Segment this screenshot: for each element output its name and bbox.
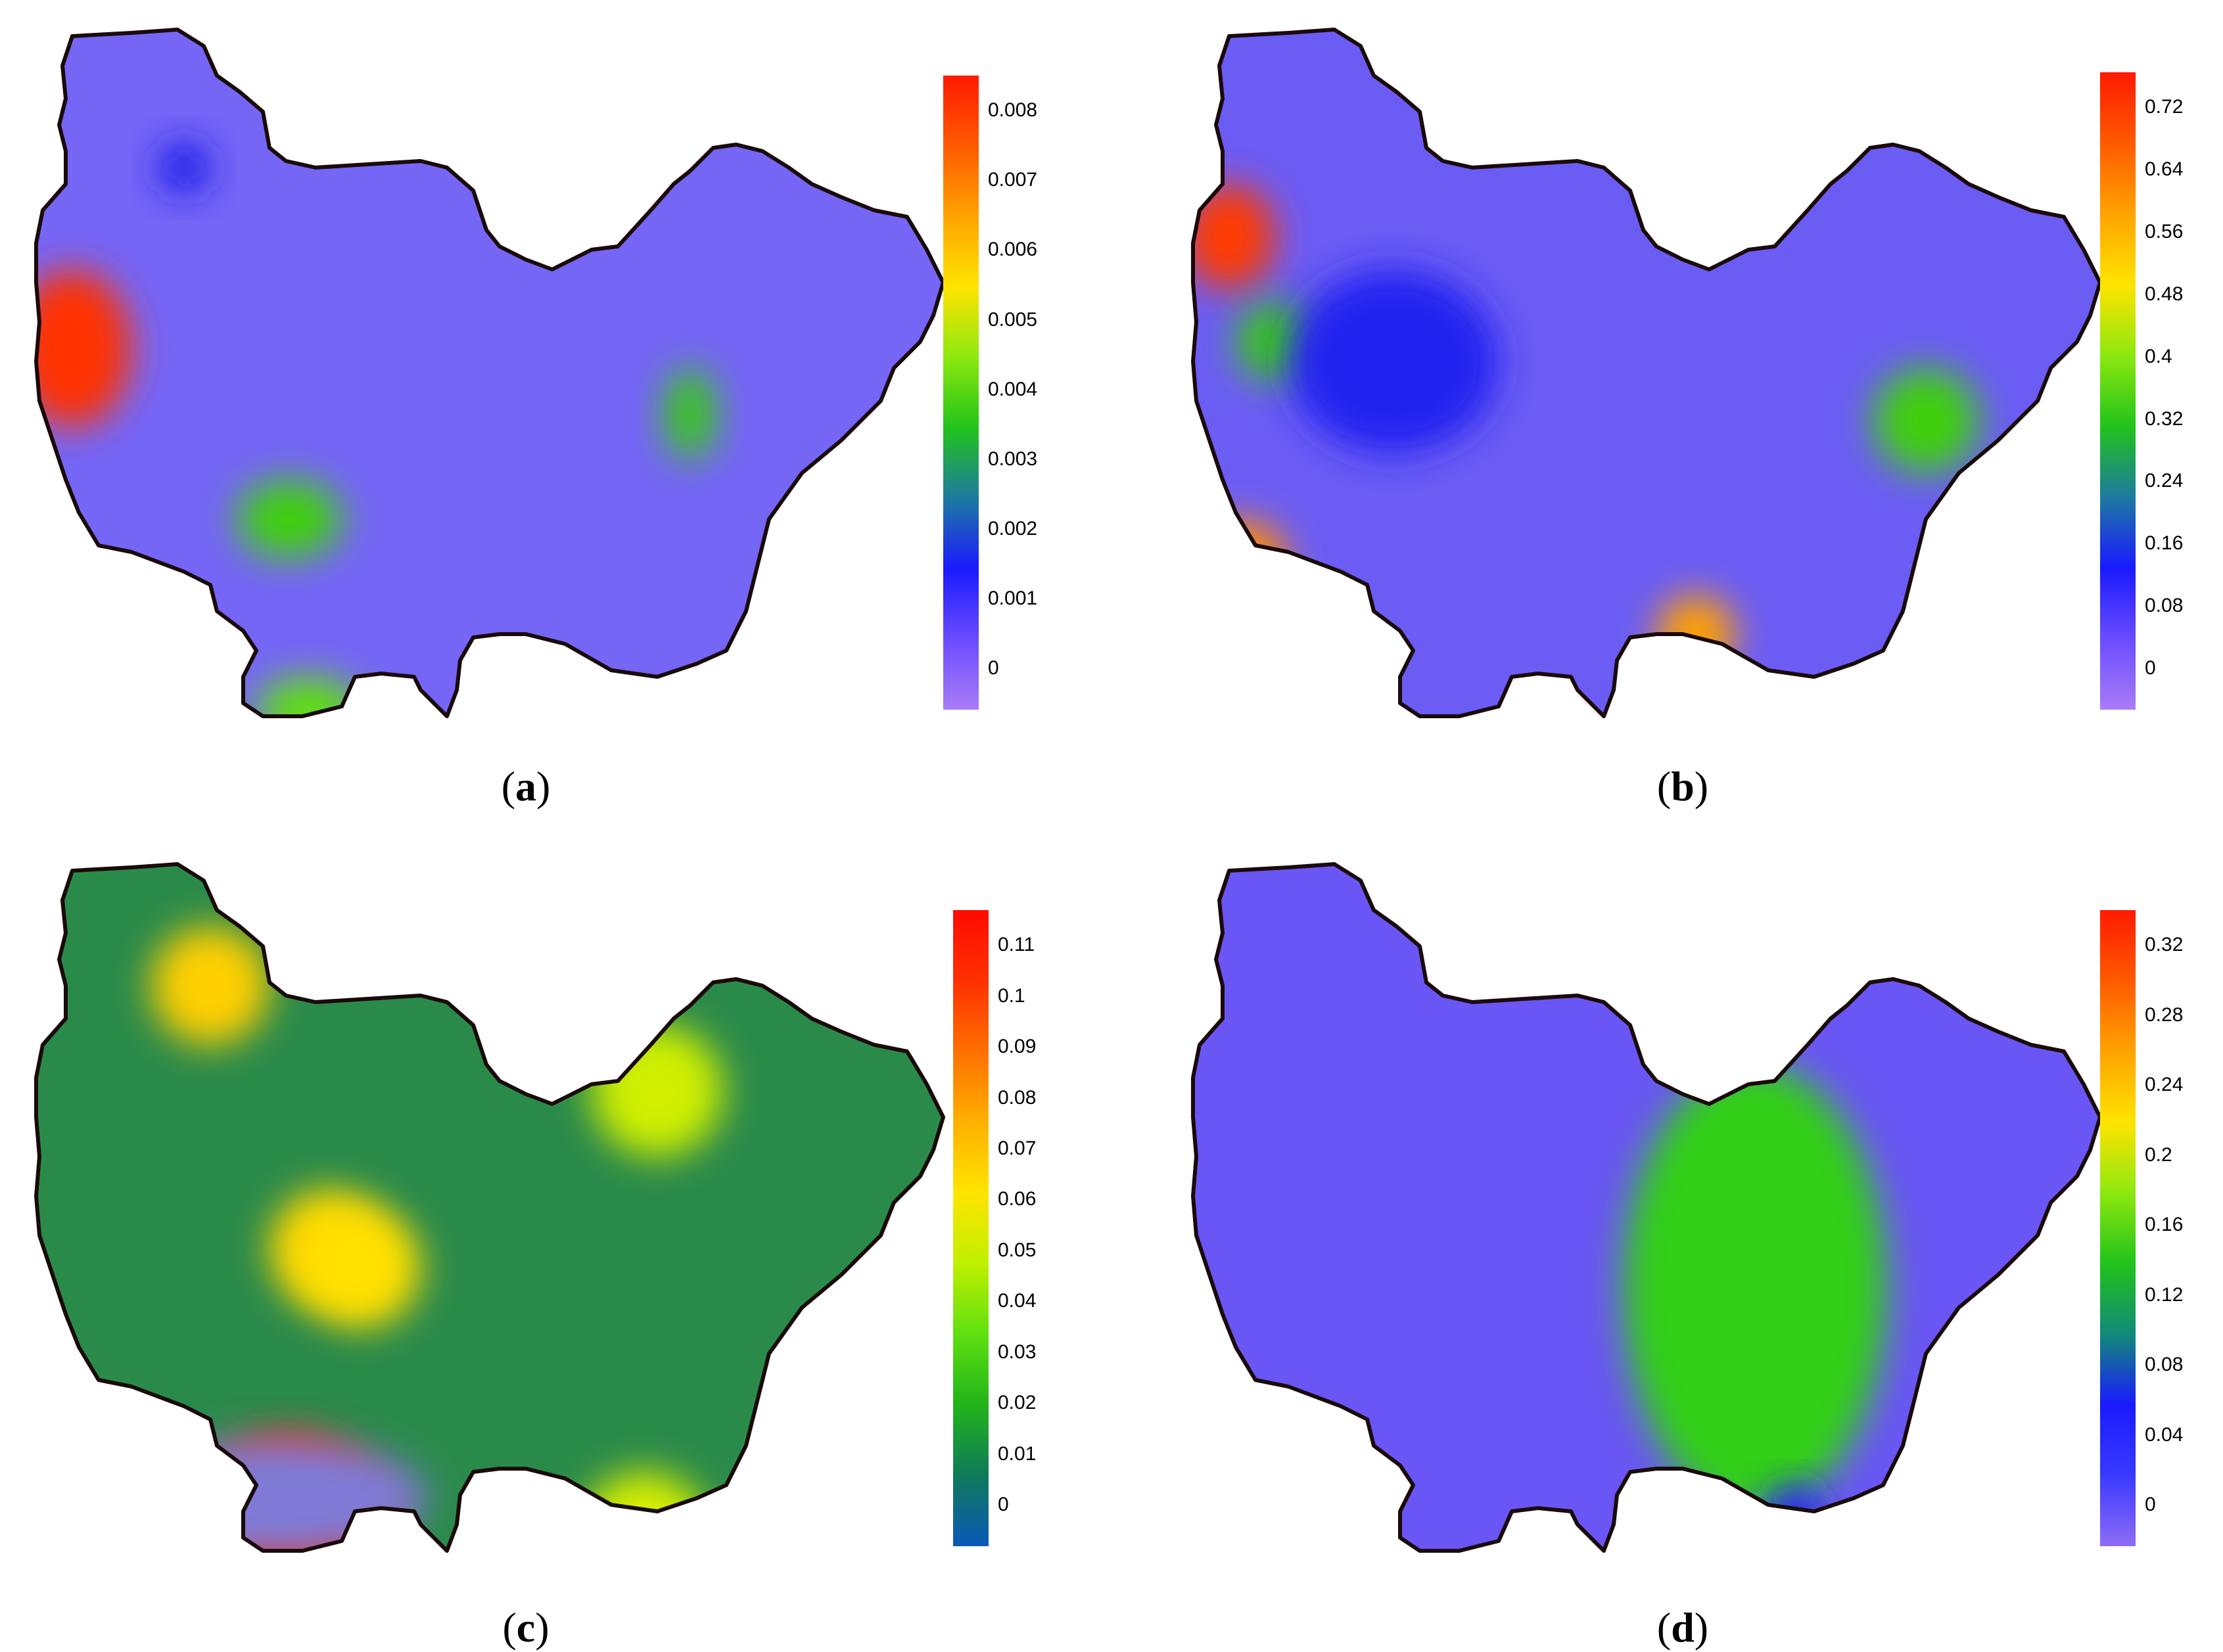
hotspot <box>237 480 342 559</box>
colorbar-tick-label: 0.64 <box>2145 158 2184 181</box>
caption-d: (d) <box>1656 1604 1709 1651</box>
colorbar-tick-label: 0.02 <box>998 1392 1037 1414</box>
colorbar-tick-label: 0.72 <box>2145 96 2184 118</box>
colorbar-c <box>953 910 989 1546</box>
colorbar-tick-label: 0.32 <box>2145 934 2184 956</box>
colorbar-tick-label: 0.4 <box>2145 345 2172 367</box>
colorbar-tick-label: 0.2 <box>2145 1143 2172 1166</box>
colorbar-tick-label: 0.07 <box>998 1137 1037 1159</box>
region-fill <box>36 30 943 716</box>
hotspot <box>592 1025 723 1157</box>
hotspot <box>256 677 362 716</box>
hotspot <box>1288 269 1499 453</box>
heatmap-a <box>34 28 945 718</box>
hotspot <box>1873 368 1978 473</box>
hotspot <box>125 1439 427 1551</box>
colorbar-tick-label: 0.09 <box>998 1036 1037 1058</box>
caption-a: (a) <box>501 763 551 810</box>
hotspot <box>1193 184 1275 289</box>
map-panel-c: 0.11 0.1 0.09 0.08 0.07 0.06 0.05 0.04 0.03 0.02 0… <box>26 854 1052 1651</box>
colorbar-tick-label: 0.08 <box>998 1086 1037 1109</box>
colorbar-tick-label: 0.005 <box>988 308 1038 331</box>
colorbar-tick-label: 0.24 <box>2145 1074 2184 1096</box>
colorbar-tick-label: 0.08 <box>2145 595 2184 617</box>
colorbar-d <box>2100 910 2136 1546</box>
colorbar-tick-label: 0.04 <box>2145 1423 2184 1446</box>
colorbar-tick-label: 0.006 <box>988 239 1038 261</box>
colorbar-b <box>2100 72 2136 710</box>
hotspot <box>1624 1065 1886 1511</box>
caption-c: (c) <box>502 1604 550 1651</box>
colorbar-a <box>943 76 979 710</box>
colorbar-tick-label: 0 <box>2145 1494 2156 1516</box>
colorbar-tick-label: 0.06 <box>998 1188 1037 1210</box>
colorbar-tick-label: 0.32 <box>2145 407 2184 430</box>
colorbar-tick-label: 0.05 <box>998 1239 1037 1261</box>
region-outline <box>34 28 945 718</box>
colorbar-tick-label: 0.002 <box>988 517 1038 539</box>
region-outline <box>1191 28 2102 718</box>
colorbar-tick-label: 0.12 <box>2145 1283 2184 1306</box>
hotspot <box>158 141 210 194</box>
region-outline <box>34 862 945 1553</box>
colorbar-tick-label: 0.01 <box>998 1442 1037 1465</box>
colorbar-tick-label: 0 <box>988 657 999 679</box>
map-panel-d: 0.32 0.28 0.24 0.2 0.16 0.12 0.08 0.04 0 (d) <box>1183 854 2209 1651</box>
hotspot <box>36 269 131 427</box>
caption-b: (b) <box>1656 763 1709 810</box>
colorbar-tick-label: 0.16 <box>2145 532 2184 555</box>
colorbar-tick-label: 0.24 <box>2145 470 2184 492</box>
colorbar-tick-label: 0.03 <box>998 1341 1037 1363</box>
region-fill <box>1193 30 2100 716</box>
colorbar-tick-label: 0.008 <box>988 99 1038 122</box>
region-outline <box>1191 862 2102 1553</box>
hotspot-layer <box>1624 1065 1886 1538</box>
hotspot <box>151 927 269 1045</box>
heatmap-c <box>34 862 945 1553</box>
heatmap-b <box>1191 28 2102 718</box>
colorbar-tick-label: 0.003 <box>988 447 1038 470</box>
hotspot <box>664 368 716 460</box>
colorbar-tick-label: 0.48 <box>2145 283 2184 305</box>
colorbar-tick-label: 0.004 <box>988 378 1038 400</box>
colorbar-tick-label: 0.16 <box>2145 1214 2184 1236</box>
colorbar-tick-label: 0 <box>998 1494 1009 1516</box>
colorbar-tick-label: 0.28 <box>2145 1003 2184 1026</box>
hotspot <box>1196 519 1288 611</box>
map-panel-b: 0.72 0.64 0.56 0.48 0.4 0.32 0.24 0.16 0.08 0 (b) <box>1183 20 2209 810</box>
colorbar-tick-label: 0.11 <box>998 934 1035 956</box>
heatmap-d <box>1191 862 2102 1553</box>
colorbar-tick-label: 0.001 <box>988 587 1038 610</box>
colorbar-tick-label: 0.1 <box>998 984 1025 1007</box>
colorbar-tick-label: 0.04 <box>998 1290 1037 1312</box>
colorbar-tick-label: 0.007 <box>988 169 1038 191</box>
colorbar-tick-label: 0 <box>2145 656 2156 679</box>
hotspot-layer <box>36 141 716 716</box>
colorbar-tick-label: 0.08 <box>2145 1354 2184 1376</box>
region-fill <box>36 864 943 1551</box>
map-panel-a: 0.008 0.007 0.006 0.005 0.004 0.003 0.002 0.001… <box>26 20 1037 810</box>
hotspot <box>302 1209 421 1327</box>
colorbar-tick-label: 0.56 <box>2145 221 2184 243</box>
